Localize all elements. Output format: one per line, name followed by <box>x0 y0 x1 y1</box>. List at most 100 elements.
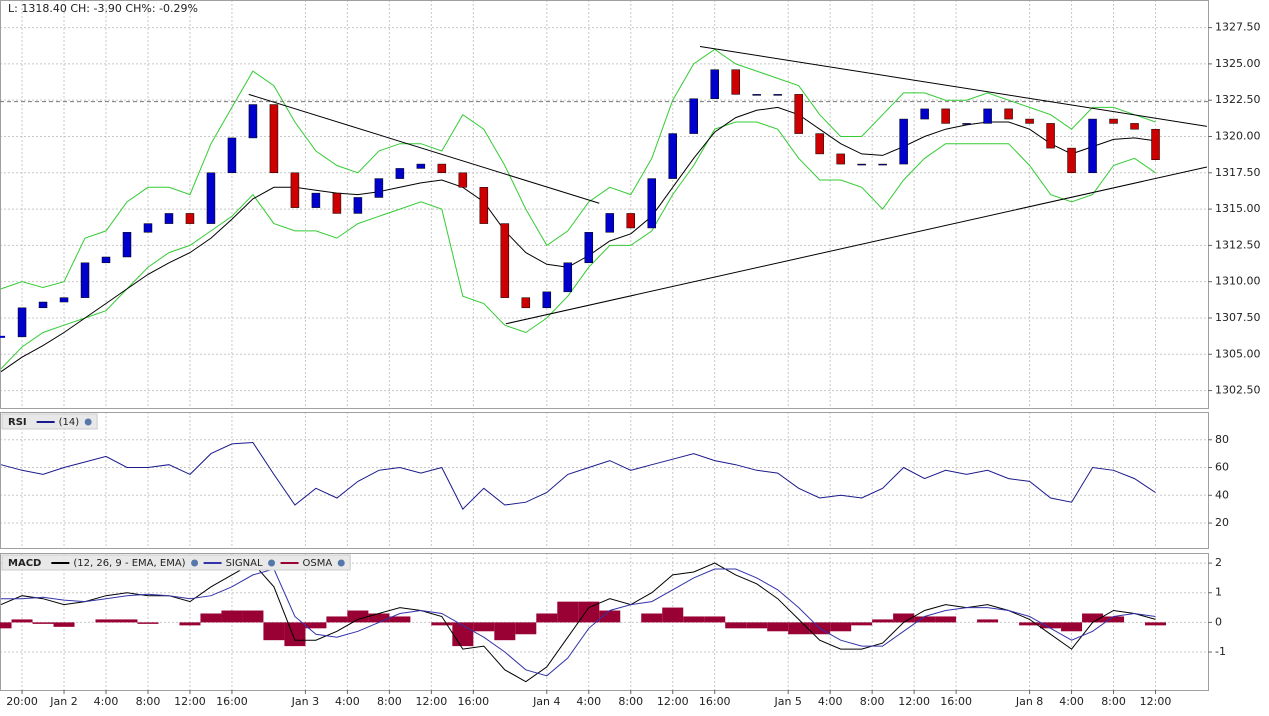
candle <box>1088 118 1097 174</box>
indicator-line <box>0 48 1156 290</box>
x-tick-label: Jan 4 <box>532 695 560 708</box>
candle <box>1130 123 1139 130</box>
trendline <box>248 93 600 204</box>
y-tick-label: -1 <box>1215 645 1226 658</box>
candle <box>0 335 6 338</box>
candle <box>605 213 615 233</box>
candle <box>1046 123 1055 149</box>
legend-icon <box>337 559 345 567</box>
candle <box>899 118 908 165</box>
osma-bar <box>704 616 726 623</box>
x-tick-label: Jan 8 <box>1015 695 1043 708</box>
osma-bar <box>1061 622 1083 632</box>
x-tick-label: 8:00 <box>618 695 643 708</box>
candle <box>941 108 950 124</box>
candle <box>584 232 594 264</box>
x-tick-label: Jan 2 <box>49 695 77 708</box>
y-tick-label: 1307.50 <box>1215 311 1261 324</box>
y-tick-label: 1317.50 <box>1215 166 1261 179</box>
osma-bar <box>641 613 663 623</box>
osma-bar <box>599 610 621 623</box>
y-tick-label: 1305.00 <box>1215 347 1261 360</box>
x-tick-label: 20:00 <box>6 695 38 708</box>
osma-bar <box>11 619 33 623</box>
osma-bar <box>53 622 75 627</box>
trendline <box>505 166 1208 325</box>
osma-bar <box>893 613 915 623</box>
candle <box>836 153 845 165</box>
candle <box>1025 118 1034 124</box>
candle <box>17 307 27 338</box>
candle <box>164 213 174 224</box>
x-tick-label: 16:00 <box>940 695 972 708</box>
indicator-line <box>0 106 1156 373</box>
x-tick-label: 8:00 <box>860 695 885 708</box>
candle <box>374 178 384 198</box>
candle <box>479 187 489 224</box>
legend-icon <box>84 418 92 426</box>
osma-bar <box>95 619 117 623</box>
legend-label: (14) <box>59 417 80 428</box>
osma-bar <box>221 610 243 623</box>
legend-icon <box>191 559 199 567</box>
candle <box>731 69 740 95</box>
x-tick-label: Jan 3 <box>291 695 319 708</box>
candle <box>185 213 195 224</box>
x-tick-label: 16:00 <box>457 695 489 708</box>
y-tick-label: 2 <box>1215 556 1222 569</box>
y-tick-label: 1310.00 <box>1215 275 1261 288</box>
indicator-line <box>0 121 1156 370</box>
panel-frame <box>0 412 1209 549</box>
osma-bar <box>1019 622 1041 626</box>
osma-bar <box>767 622 789 632</box>
candle <box>269 104 279 174</box>
candle <box>248 104 258 139</box>
indicator-line <box>1 568 1156 677</box>
candle <box>227 137 237 174</box>
candle <box>332 192 342 214</box>
osma-bar <box>872 619 894 623</box>
osma-bar <box>1040 622 1062 629</box>
x-tick-label: 4:00 <box>576 695 601 708</box>
indicator-line <box>0 441 1156 510</box>
candle <box>458 172 468 188</box>
x-tick-label: 16:00 <box>699 695 731 708</box>
candle <box>920 108 929 120</box>
osma-bar <box>683 616 705 623</box>
candle <box>437 163 447 174</box>
x-tick-label: 4:00 <box>1059 695 1084 708</box>
x-tick-label: 12:00 <box>1140 695 1172 708</box>
candle <box>983 108 992 124</box>
osma-bar <box>851 622 873 626</box>
osma-bar <box>725 622 747 629</box>
candle <box>710 69 719 99</box>
trendline <box>699 45 1208 127</box>
candle <box>1109 118 1118 124</box>
candle <box>668 133 677 179</box>
y-tick-label: 1327.50 <box>1215 21 1261 34</box>
osma-bar <box>914 616 936 623</box>
x-tick-label: 8:00 <box>377 695 402 708</box>
x-tick-label: 4:00 <box>818 695 843 708</box>
x-tick-label: 8:00 <box>1101 695 1126 708</box>
candle <box>815 133 824 155</box>
osma-bar <box>578 601 600 623</box>
x-tick-label: 4:00 <box>335 695 360 708</box>
y-tick-label: 20 <box>1215 516 1229 529</box>
x-tick-label: 12:00 <box>416 695 448 708</box>
y-tick-label: 1315.00 <box>1215 202 1261 215</box>
osma-bar <box>263 622 285 641</box>
osma-bar <box>788 622 810 635</box>
candle <box>206 172 216 224</box>
osma-bar <box>494 622 516 641</box>
panel-frame <box>0 0 1209 409</box>
candle <box>689 98 698 134</box>
osma-bar <box>284 622 306 647</box>
y-tick-label: 1322.50 <box>1215 93 1261 106</box>
legend-label: OSMA <box>303 558 333 569</box>
osma-bar <box>242 610 264 623</box>
osma-bar <box>935 616 957 623</box>
indicator-line <box>0 562 1156 683</box>
legend-title: MACD <box>8 558 41 569</box>
